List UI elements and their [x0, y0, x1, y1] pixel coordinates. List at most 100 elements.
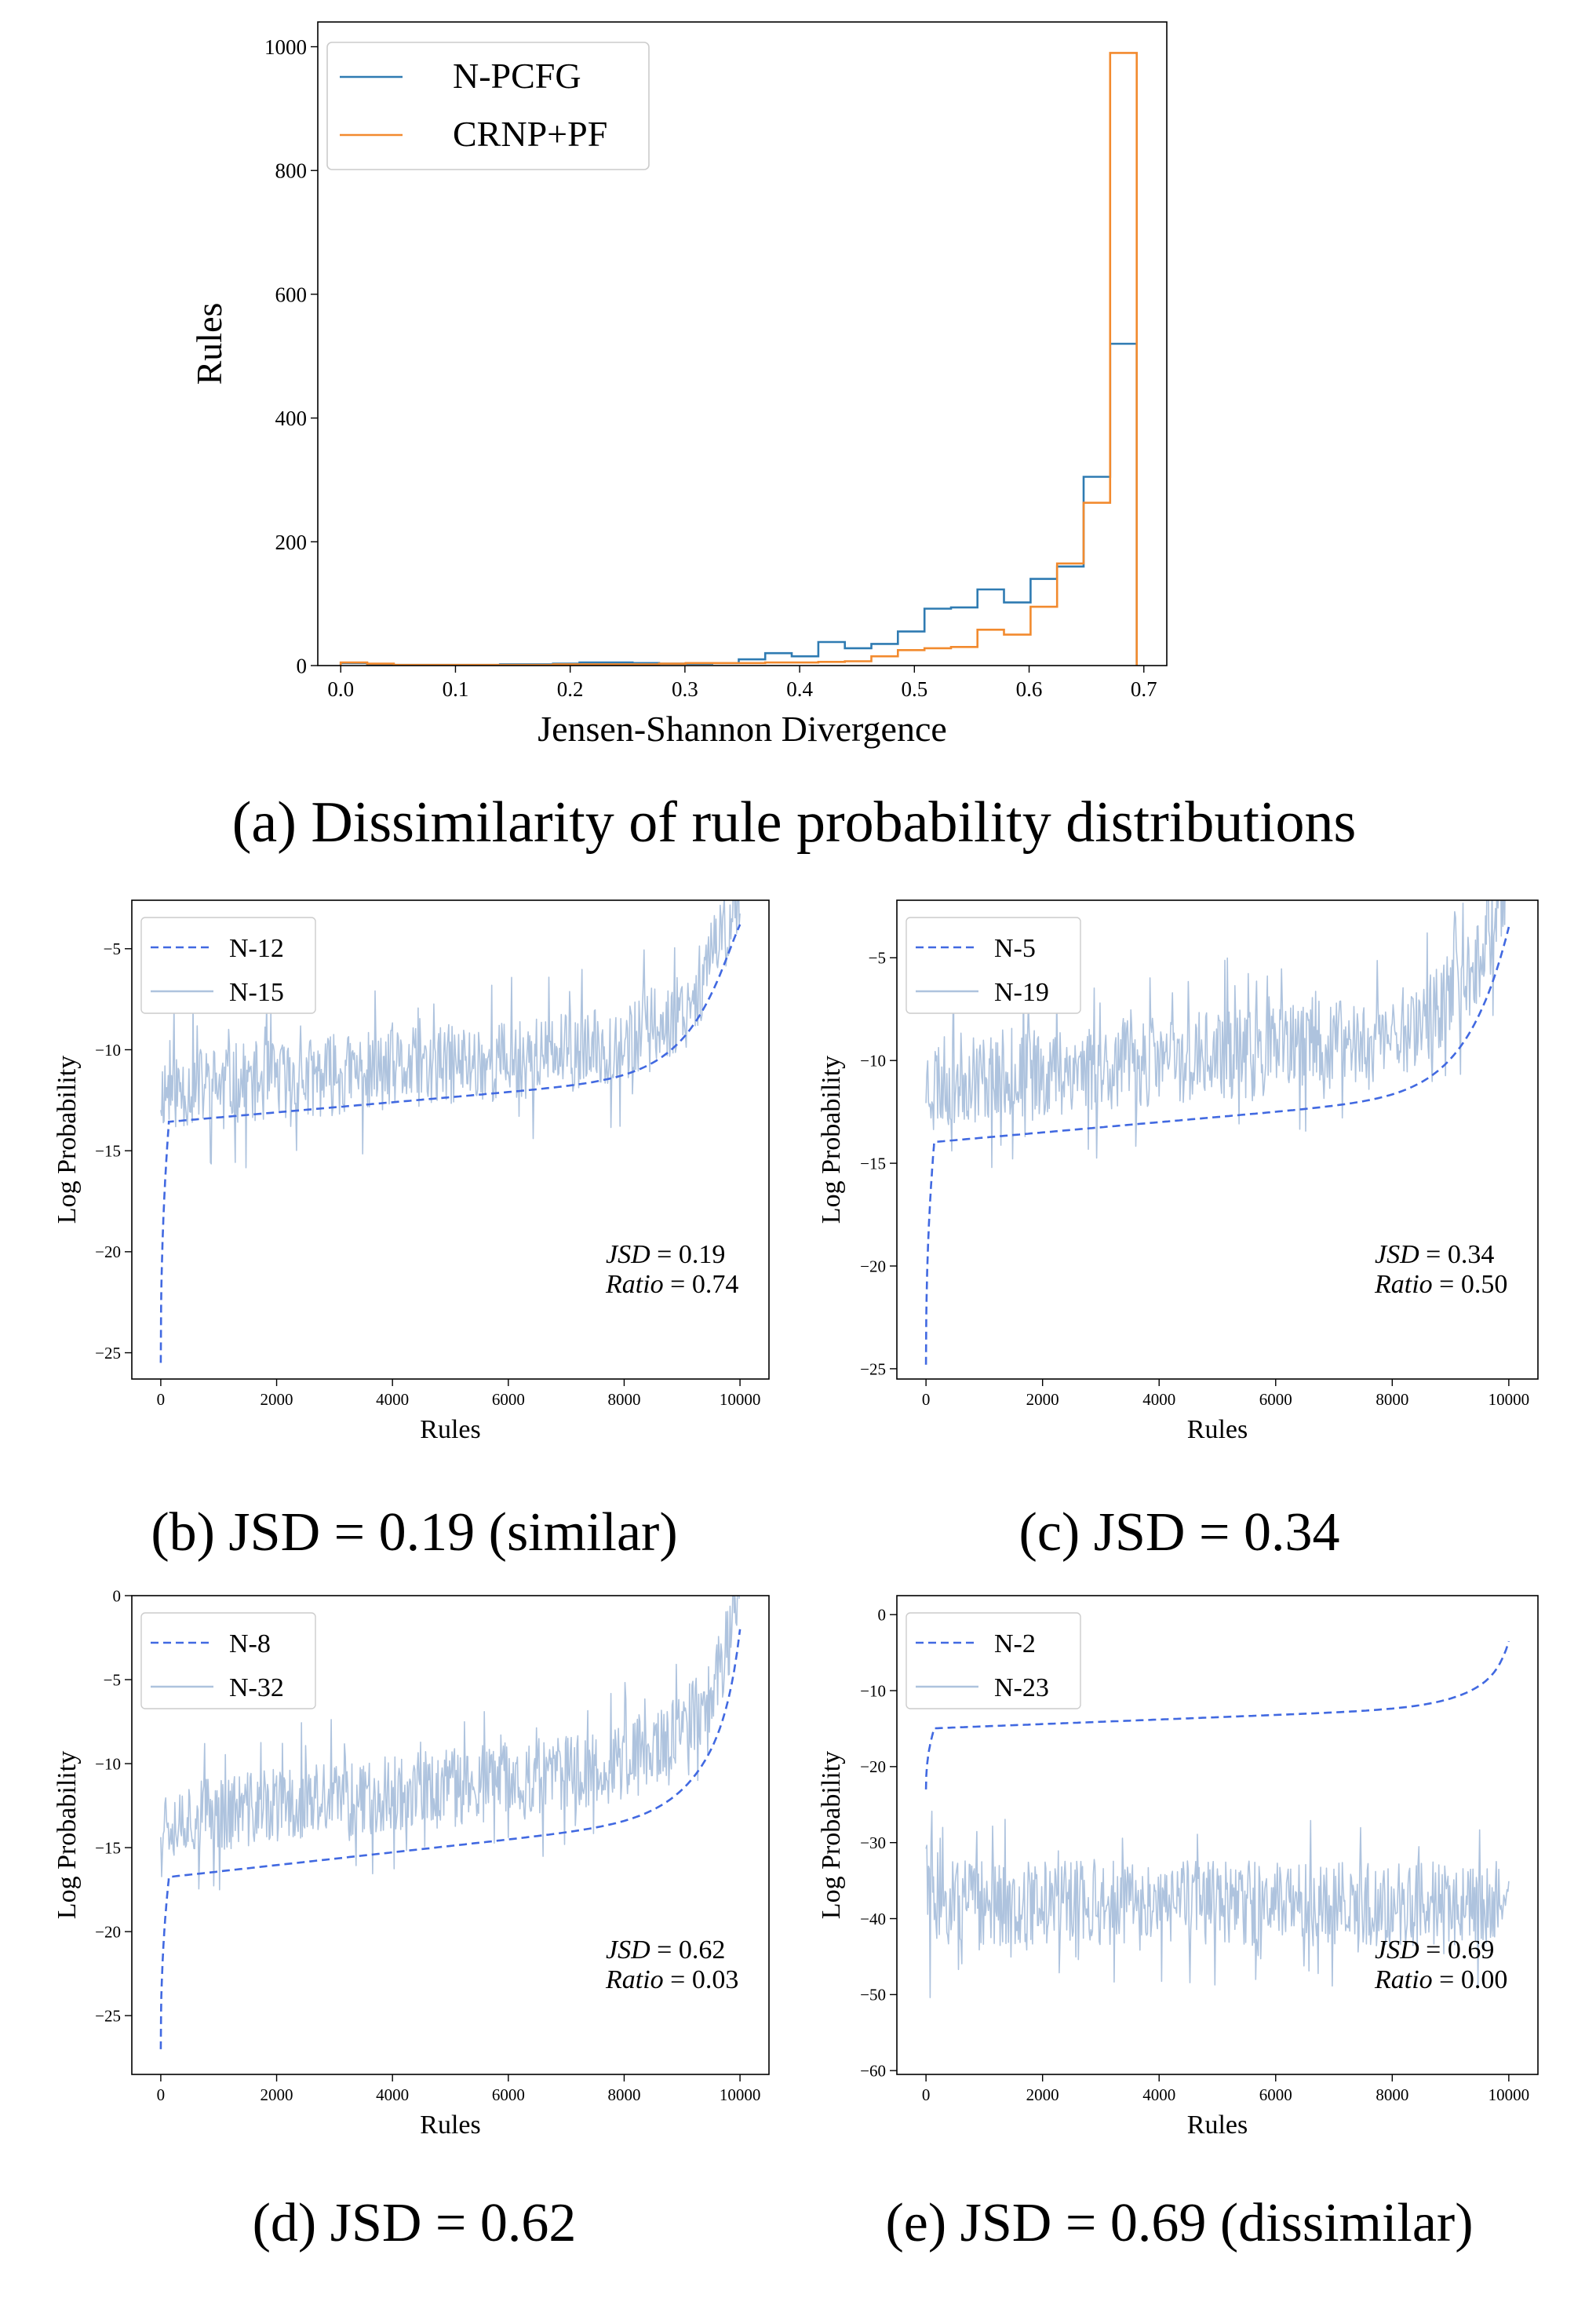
x-tick-label: 0: [157, 1390, 166, 1409]
x-tick-label: 0: [922, 2085, 931, 2104]
legend-label: N-PCFG: [453, 56, 581, 96]
legend-label: N-2: [994, 1629, 1036, 1658]
jsd-equals: =: [650, 1935, 679, 1965]
x-tick-label: 0.1: [443, 677, 469, 701]
ratio-annotation: Ratio = 0.50: [1374, 1270, 1507, 1299]
x-tick-label: 8000: [1376, 2085, 1408, 2104]
x-tick-label: 0.7: [1131, 677, 1157, 701]
series-n-5: [924, 926, 1510, 1365]
x-tick-label: 10000: [1489, 1390, 1530, 1409]
ratio-value: 0.50: [1461, 1270, 1508, 1299]
chart-b: 0 2000 4000 6000 8000 10000 −25 −20 −15 −10 −5 Rule…: [53, 899, 770, 1444]
chart-e: 0 2000 4000 6000 8000 10000 −60 −50 −40 −30 −20 −10…: [817, 1595, 1539, 2140]
x-tick-label: 0.4: [786, 677, 813, 701]
axes-frame: [317, 21, 1168, 666]
jsd-annotation: JSD = 0.69: [1375, 1935, 1494, 1965]
jsd-value: 0.19: [679, 1240, 726, 1269]
figure-caption: (e) JSD = 0.69 (dissimilar): [885, 2193, 1473, 2253]
x-axis-label: Jensen-Shannon Divergence: [537, 709, 947, 749]
legend-label: N-5: [994, 934, 1036, 963]
jsd-label: JSD: [1375, 1935, 1419, 1965]
legend-box: [905, 917, 1081, 1014]
legend-box: [905, 1612, 1081, 1709]
legend-label: N-19: [994, 978, 1049, 1007]
series-n-8: [159, 1629, 742, 2049]
ratio-annotation: Ratio = 0.00: [1374, 1965, 1507, 1994]
series-n-12: [159, 924, 742, 1363]
series-n-2: [924, 1640, 1510, 1790]
y-tick-label: 0: [113, 1586, 122, 1605]
legend: N-8 N-32: [140, 1612, 316, 1709]
ratio-value: 0.74: [692, 1270, 739, 1299]
ratio-annotation: Ratio = 0.03: [605, 1965, 738, 1994]
series-n-15: [160, 900, 741, 1169]
y-axis-label: Log Probability: [817, 1056, 846, 1224]
y-tick-label: 800: [275, 159, 308, 183]
chart-a: 0.0 0.1 0.2 0.3 0.4 0.5 0.6 0.7 0 200 400 600 800 100…: [189, 21, 1168, 749]
histogram-series-n-pcfg: [339, 342, 1138, 666]
jsd-equals: =: [1419, 1240, 1448, 1269]
series-n-32: [160, 1596, 740, 1891]
x-axis-label: Rules: [1187, 1415, 1248, 1444]
x-tick-label: 6000: [492, 1390, 525, 1409]
y-tick-label: −40: [860, 1910, 886, 1928]
chart-d: 0 2000 4000 6000 8000 10000 −25 −20 −15 −10 −5 0 Rul…: [53, 1586, 770, 2140]
x-tick-label: 2000: [1026, 1390, 1059, 1409]
legend: N-12 N-15: [140, 917, 316, 1014]
y-tick-label: −5: [104, 1670, 121, 1689]
y-tick-label: −25: [95, 1344, 121, 1363]
x-tick-label: 2000: [261, 2085, 293, 2104]
y-tick-label: −25: [860, 1359, 886, 1378]
jsd-annotation: JSD = 0.62: [606, 1935, 725, 1965]
axes-frame: [131, 1595, 770, 2075]
jsd-equals: =: [1419, 1935, 1448, 1965]
plot-area: [924, 1640, 1510, 1998]
legend: N-PCFG CRNP+PF: [326, 42, 650, 170]
jsd-annotation: JSD = 0.19: [606, 1240, 725, 1269]
x-tick-label: 10000: [1489, 2085, 1530, 2104]
y-tick-label: −15: [95, 1142, 121, 1161]
ratio-equals: =: [664, 1965, 692, 1994]
legend-box: [140, 917, 316, 1014]
ratio-value: 0.00: [1461, 1965, 1508, 1994]
y-tick-label: −5: [104, 939, 121, 958]
y-tick-label: −20: [95, 1242, 121, 1261]
y-tick-label: −10: [95, 1754, 121, 1773]
x-tick-label: 0.0: [327, 677, 354, 701]
ratio-label: Ratio: [1374, 1270, 1433, 1299]
y-axis-label: Rules: [189, 303, 229, 385]
y-axis-label: Log Probability: [53, 1056, 82, 1224]
y-tick-label: −20: [860, 1757, 886, 1776]
legend-label: N-15: [229, 978, 284, 1007]
jsd-value: 0.62: [679, 1935, 726, 1965]
y-tick-label: −10: [860, 1681, 886, 1700]
x-tick-label: 6000: [1259, 2085, 1292, 2104]
x-tick-label: 0.3: [672, 677, 698, 701]
y-tick-label: 600: [275, 283, 308, 306]
x-tick-label: 6000: [1259, 1390, 1292, 1409]
y-tick-label: 0: [878, 1606, 887, 1625]
legend-label: N-12: [229, 934, 284, 963]
x-axis-label: Rules: [420, 1415, 480, 1444]
y-tick-label: −25: [95, 2006, 121, 2025]
series-n-23: [925, 1810, 1510, 1998]
figure-caption: (a) Dissimilarity of rule probability di…: [232, 790, 1357, 855]
figure-caption: (c) JSD = 0.34: [1019, 1502, 1340, 1563]
ratio-equals: =: [664, 1270, 692, 1299]
x-tick-label: 0: [922, 1390, 931, 1409]
plot-area: [924, 900, 1510, 1365]
ratio-annotation: Ratio = 0.74: [605, 1270, 738, 1299]
y-tick-label: −50: [860, 1986, 886, 2005]
x-tick-label: 0: [157, 2085, 166, 2104]
y-tick-label: −10: [860, 1052, 886, 1071]
x-tick-label: 8000: [1376, 1390, 1408, 1409]
x-tick-label: 2000: [1026, 2085, 1059, 2104]
y-tick-label: 400: [275, 407, 308, 430]
y-tick-label: −20: [860, 1257, 886, 1275]
y-tick-label: 0: [297, 654, 308, 677]
y-axis-label: Log Probability: [817, 1751, 846, 1919]
y-tick-label: −15: [860, 1154, 886, 1173]
